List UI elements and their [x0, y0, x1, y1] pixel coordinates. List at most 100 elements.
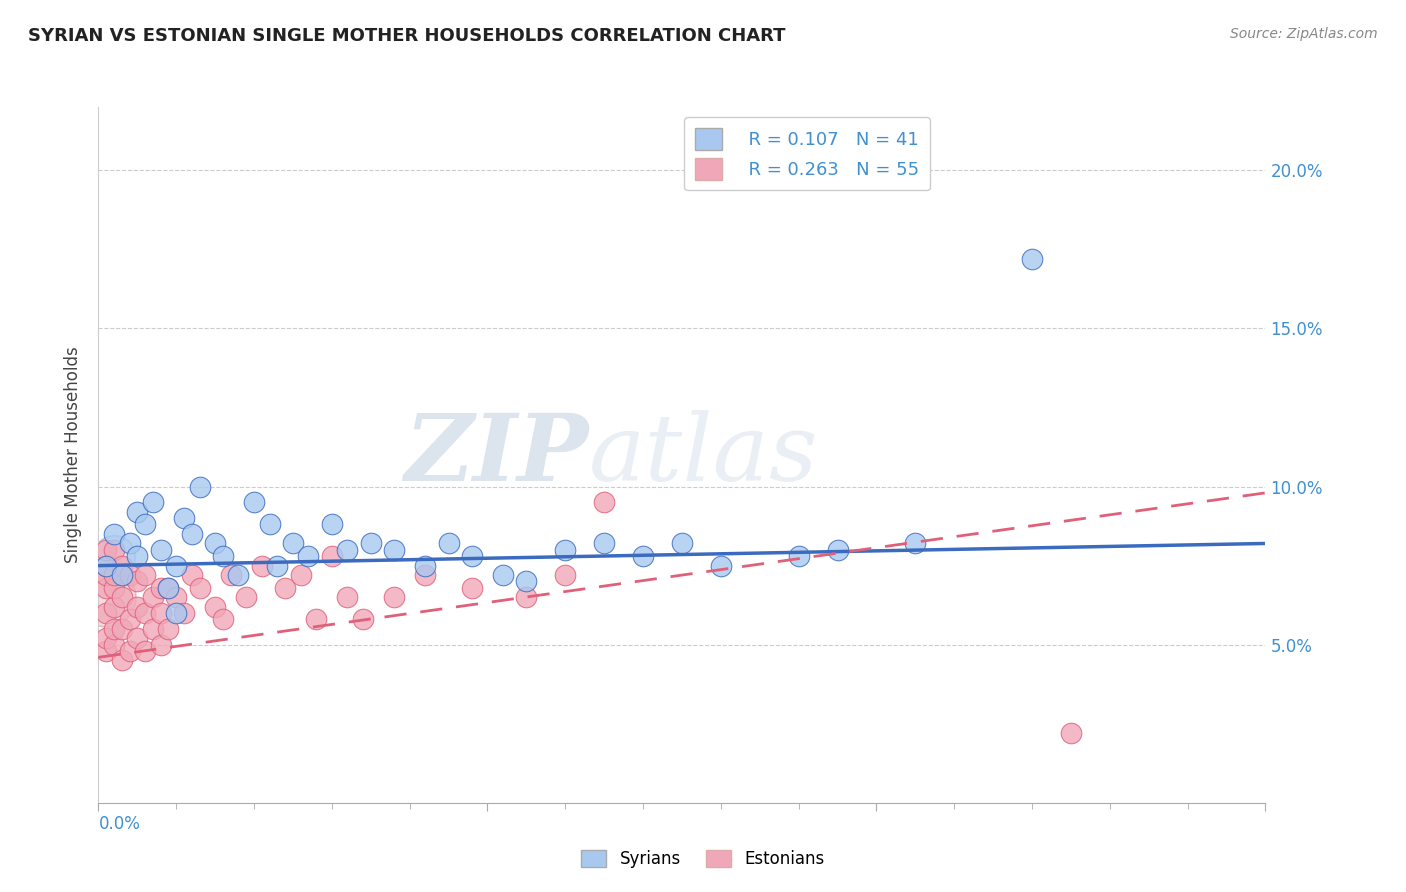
Text: SYRIAN VS ESTONIAN SINGLE MOTHER HOUSEHOLDS CORRELATION CHART: SYRIAN VS ESTONIAN SINGLE MOTHER HOUSEHO… — [28, 27, 786, 45]
Point — [142, 495, 165, 509]
Point — [787, 549, 810, 563]
Point — [593, 536, 616, 550]
Point — [111, 568, 134, 582]
Point — [188, 479, 211, 493]
Point — [149, 581, 172, 595]
Point — [134, 606, 156, 620]
Point — [492, 568, 515, 582]
Text: 0.0%: 0.0% — [98, 815, 141, 833]
Point — [554, 568, 576, 582]
Point — [165, 606, 187, 620]
Point — [671, 536, 693, 550]
Point — [157, 622, 180, 636]
Point — [127, 505, 149, 519]
Point — [228, 568, 250, 582]
Point — [111, 622, 134, 636]
Point — [142, 591, 165, 605]
Point — [281, 536, 304, 550]
Point — [250, 558, 273, 573]
Point — [96, 558, 118, 573]
Point — [290, 568, 312, 582]
Point — [352, 612, 374, 626]
Point — [297, 549, 319, 563]
Point — [111, 558, 134, 573]
Point — [336, 542, 359, 557]
Point — [165, 591, 187, 605]
Point — [96, 606, 118, 620]
Text: Source: ZipAtlas.com: Source: ZipAtlas.com — [1230, 27, 1378, 41]
Point — [118, 536, 141, 550]
Point — [413, 568, 436, 582]
Point — [157, 581, 180, 595]
Point — [118, 644, 141, 658]
Point — [321, 549, 343, 563]
Point — [904, 536, 927, 550]
Point — [96, 558, 118, 573]
Point — [127, 599, 149, 614]
Point — [180, 527, 202, 541]
Y-axis label: Single Mother Households: Single Mother Households — [65, 347, 83, 563]
Point — [103, 549, 125, 563]
Point — [180, 568, 202, 582]
Point — [336, 591, 359, 605]
Point — [103, 622, 125, 636]
Point — [149, 606, 172, 620]
Point — [259, 517, 281, 532]
Point — [96, 568, 118, 582]
Point — [103, 568, 125, 582]
Point — [111, 591, 134, 605]
Point — [382, 542, 405, 557]
Point — [274, 581, 297, 595]
Legend: Syrians, Estonians: Syrians, Estonians — [575, 843, 831, 875]
Point — [204, 536, 226, 550]
Point — [413, 558, 436, 573]
Point — [142, 622, 165, 636]
Point — [127, 632, 149, 646]
Point — [204, 599, 226, 614]
Point — [149, 542, 172, 557]
Point — [321, 517, 343, 532]
Point — [127, 549, 149, 563]
Point — [382, 591, 405, 605]
Point — [118, 612, 141, 626]
Point — [212, 549, 235, 563]
Legend:   R = 0.107   N = 41,   R = 0.263   N = 55: R = 0.107 N = 41, R = 0.263 N = 55 — [685, 118, 929, 190]
Point — [554, 542, 576, 557]
Point — [96, 581, 118, 595]
Point — [157, 581, 180, 595]
Point — [118, 568, 141, 582]
Point — [305, 612, 328, 626]
Text: atlas: atlas — [589, 410, 818, 500]
Point — [149, 638, 172, 652]
Point — [127, 574, 149, 589]
Point — [188, 581, 211, 595]
Point — [103, 527, 125, 541]
Point — [1021, 252, 1043, 266]
Point — [1060, 726, 1083, 740]
Point — [173, 511, 195, 525]
Point — [103, 542, 125, 557]
Point — [266, 558, 288, 573]
Point — [103, 581, 125, 595]
Point — [134, 568, 156, 582]
Point — [96, 591, 118, 605]
Point — [103, 638, 125, 652]
Point — [593, 495, 616, 509]
Point — [437, 536, 460, 550]
Point — [96, 644, 118, 658]
Point — [360, 536, 382, 550]
Point — [134, 644, 156, 658]
Point — [710, 558, 733, 573]
Point — [827, 542, 849, 557]
Point — [212, 612, 235, 626]
Text: ZIP: ZIP — [405, 410, 589, 500]
Point — [134, 517, 156, 532]
Point — [515, 574, 537, 589]
Point — [515, 591, 537, 605]
Point — [235, 591, 257, 605]
Point — [173, 606, 195, 620]
Point — [461, 581, 484, 595]
Point — [461, 549, 484, 563]
Point — [103, 599, 125, 614]
Point — [219, 568, 242, 582]
